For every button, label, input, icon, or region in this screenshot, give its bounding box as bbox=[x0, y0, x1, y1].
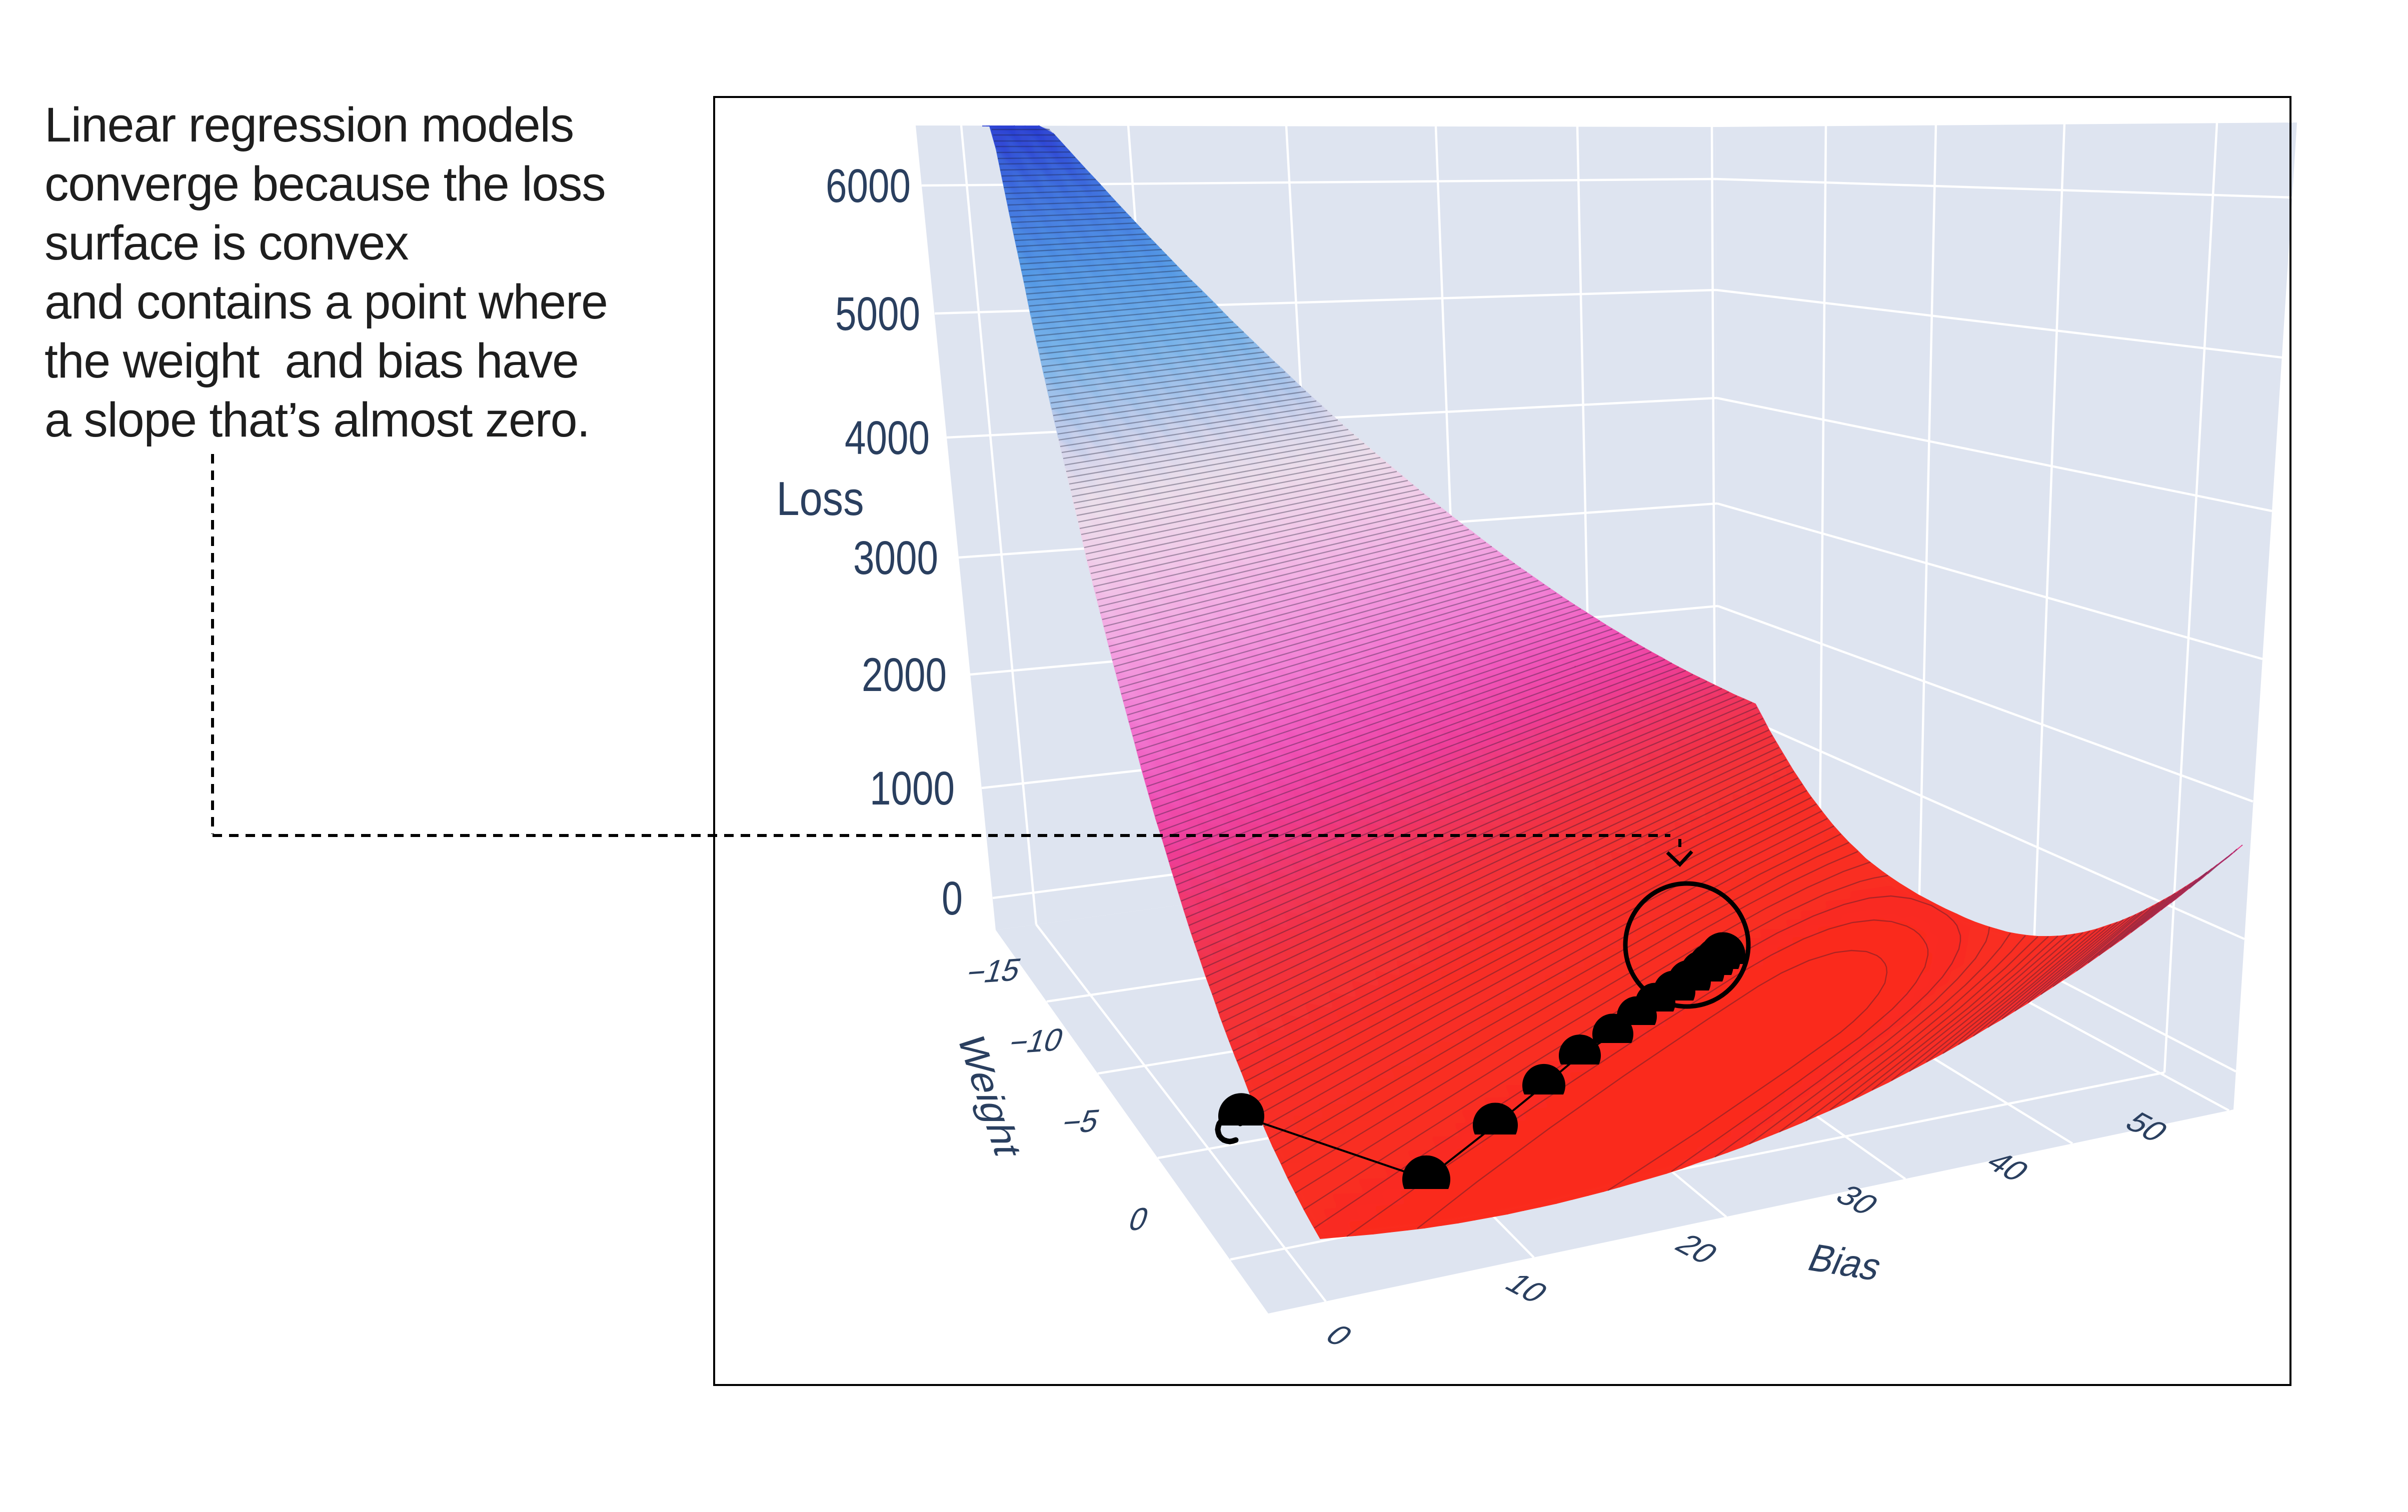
svg-text:3000: 3000 bbox=[853, 532, 938, 584]
svg-text:6000: 6000 bbox=[826, 160, 911, 212]
svg-text:4000: 4000 bbox=[845, 412, 930, 464]
svg-text:−10: −10 bbox=[1005, 1022, 1068, 1060]
svg-text:0: 0 bbox=[942, 872, 963, 925]
svg-text:0: 0 bbox=[1318, 1319, 1360, 1352]
svg-text:−15: −15 bbox=[962, 952, 1026, 990]
svg-text:Loss: Loss bbox=[777, 472, 864, 526]
svg-text:0: 0 bbox=[1125, 1201, 1153, 1238]
svg-text:−5: −5 bbox=[1058, 1102, 1104, 1140]
svg-text:2000: 2000 bbox=[862, 648, 947, 702]
svg-text:Bias: Bias bbox=[1802, 1236, 1889, 1288]
svg-text:1000: 1000 bbox=[870, 762, 955, 815]
svg-text:5000: 5000 bbox=[835, 288, 920, 340]
svg-text:10: 10 bbox=[1497, 1268, 1556, 1309]
svg-text:20: 20 bbox=[1667, 1228, 1726, 1270]
